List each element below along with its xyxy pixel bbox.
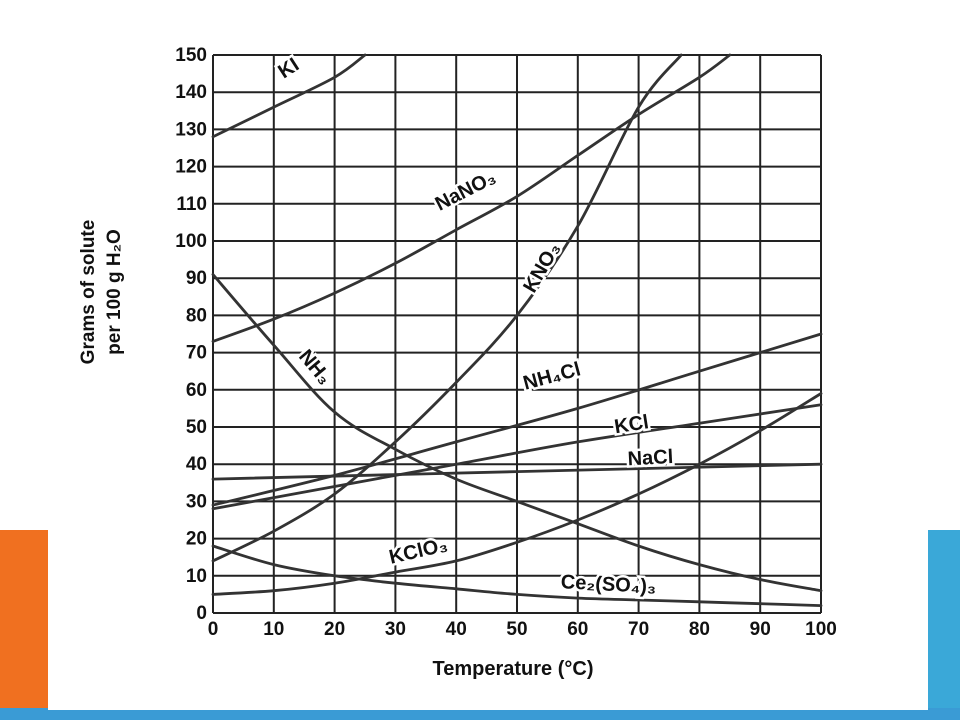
y-tick-label: 120 xyxy=(175,157,207,178)
x-tick-label: 30 xyxy=(385,619,406,640)
y-tick-label: 90 xyxy=(186,268,207,289)
series-curve xyxy=(211,544,823,607)
series-label: NaCl xyxy=(627,446,674,470)
y-tick-label: 140 xyxy=(175,82,207,103)
y-tick-label: 30 xyxy=(186,491,207,512)
series-label: KNO₃ xyxy=(519,239,565,297)
series-curve xyxy=(211,53,683,563)
decor-blue-block xyxy=(928,530,960,720)
x-tick-label: 60 xyxy=(567,619,588,640)
y-tick-label: 0 xyxy=(196,603,207,624)
series-curve xyxy=(211,403,823,511)
x-tick-label: 20 xyxy=(324,619,345,640)
grid xyxy=(212,54,822,614)
solubility-curves xyxy=(211,53,823,607)
series-curve xyxy=(211,53,367,139)
series-label: KI xyxy=(274,54,303,83)
x-tick-label: 80 xyxy=(689,619,710,640)
y-tick-label: 50 xyxy=(186,417,207,438)
y-tick-label: 130 xyxy=(175,119,207,140)
x-tick-label: 100 xyxy=(805,619,837,640)
y-axis-label-line2: per 100 g H₂O xyxy=(104,229,125,355)
series-label: NaNO₃ xyxy=(432,166,500,215)
series-curve xyxy=(211,332,823,507)
y-tick-label: 20 xyxy=(186,529,207,550)
series-curve xyxy=(211,462,823,481)
y-tick-label: 70 xyxy=(186,343,207,364)
series-curve xyxy=(211,273,823,593)
decor-bottom-band xyxy=(0,708,960,720)
decor-orange-block xyxy=(0,530,48,720)
x-tick-labels: 0 10 20 30 40 50 60 70 80 90 100 xyxy=(208,619,837,640)
x-tick-label: 10 xyxy=(263,619,284,640)
y-tick-label: 80 xyxy=(186,305,207,326)
x-axis-label: Temperature (°C) xyxy=(433,658,594,680)
y-tick-label: 40 xyxy=(186,454,207,475)
series-curve xyxy=(211,392,823,596)
x-tick-label: 90 xyxy=(750,619,771,640)
y-tick-labels: 0 10 20 30 40 50 60 70 80 90 100 110 120 130 140 150 xyxy=(175,45,207,624)
y-tick-label: 10 xyxy=(186,566,207,587)
y-tick-label: 60 xyxy=(186,380,207,401)
y-axis-label-line1: Grams of solute xyxy=(78,220,99,365)
x-tick-label: 50 xyxy=(506,619,527,640)
x-tick-label: 70 xyxy=(628,619,649,640)
y-tick-label: 110 xyxy=(176,194,207,215)
x-tick-label: 40 xyxy=(446,619,467,640)
slide-panel: KI NaNO₃ KNO₃ NH₃ NH₄Cl KCl NaCl KClO₃ Ce₂(SO₄)₃… xyxy=(48,0,928,710)
x-tick-label: 0 xyxy=(208,619,219,640)
y-tick-label: 100 xyxy=(175,231,207,252)
series-label: Ce₂(SO₄)₃ xyxy=(560,571,656,598)
series-label: KCl xyxy=(613,411,650,438)
series-curve xyxy=(211,53,732,343)
y-tick-label: 150 xyxy=(175,45,207,66)
